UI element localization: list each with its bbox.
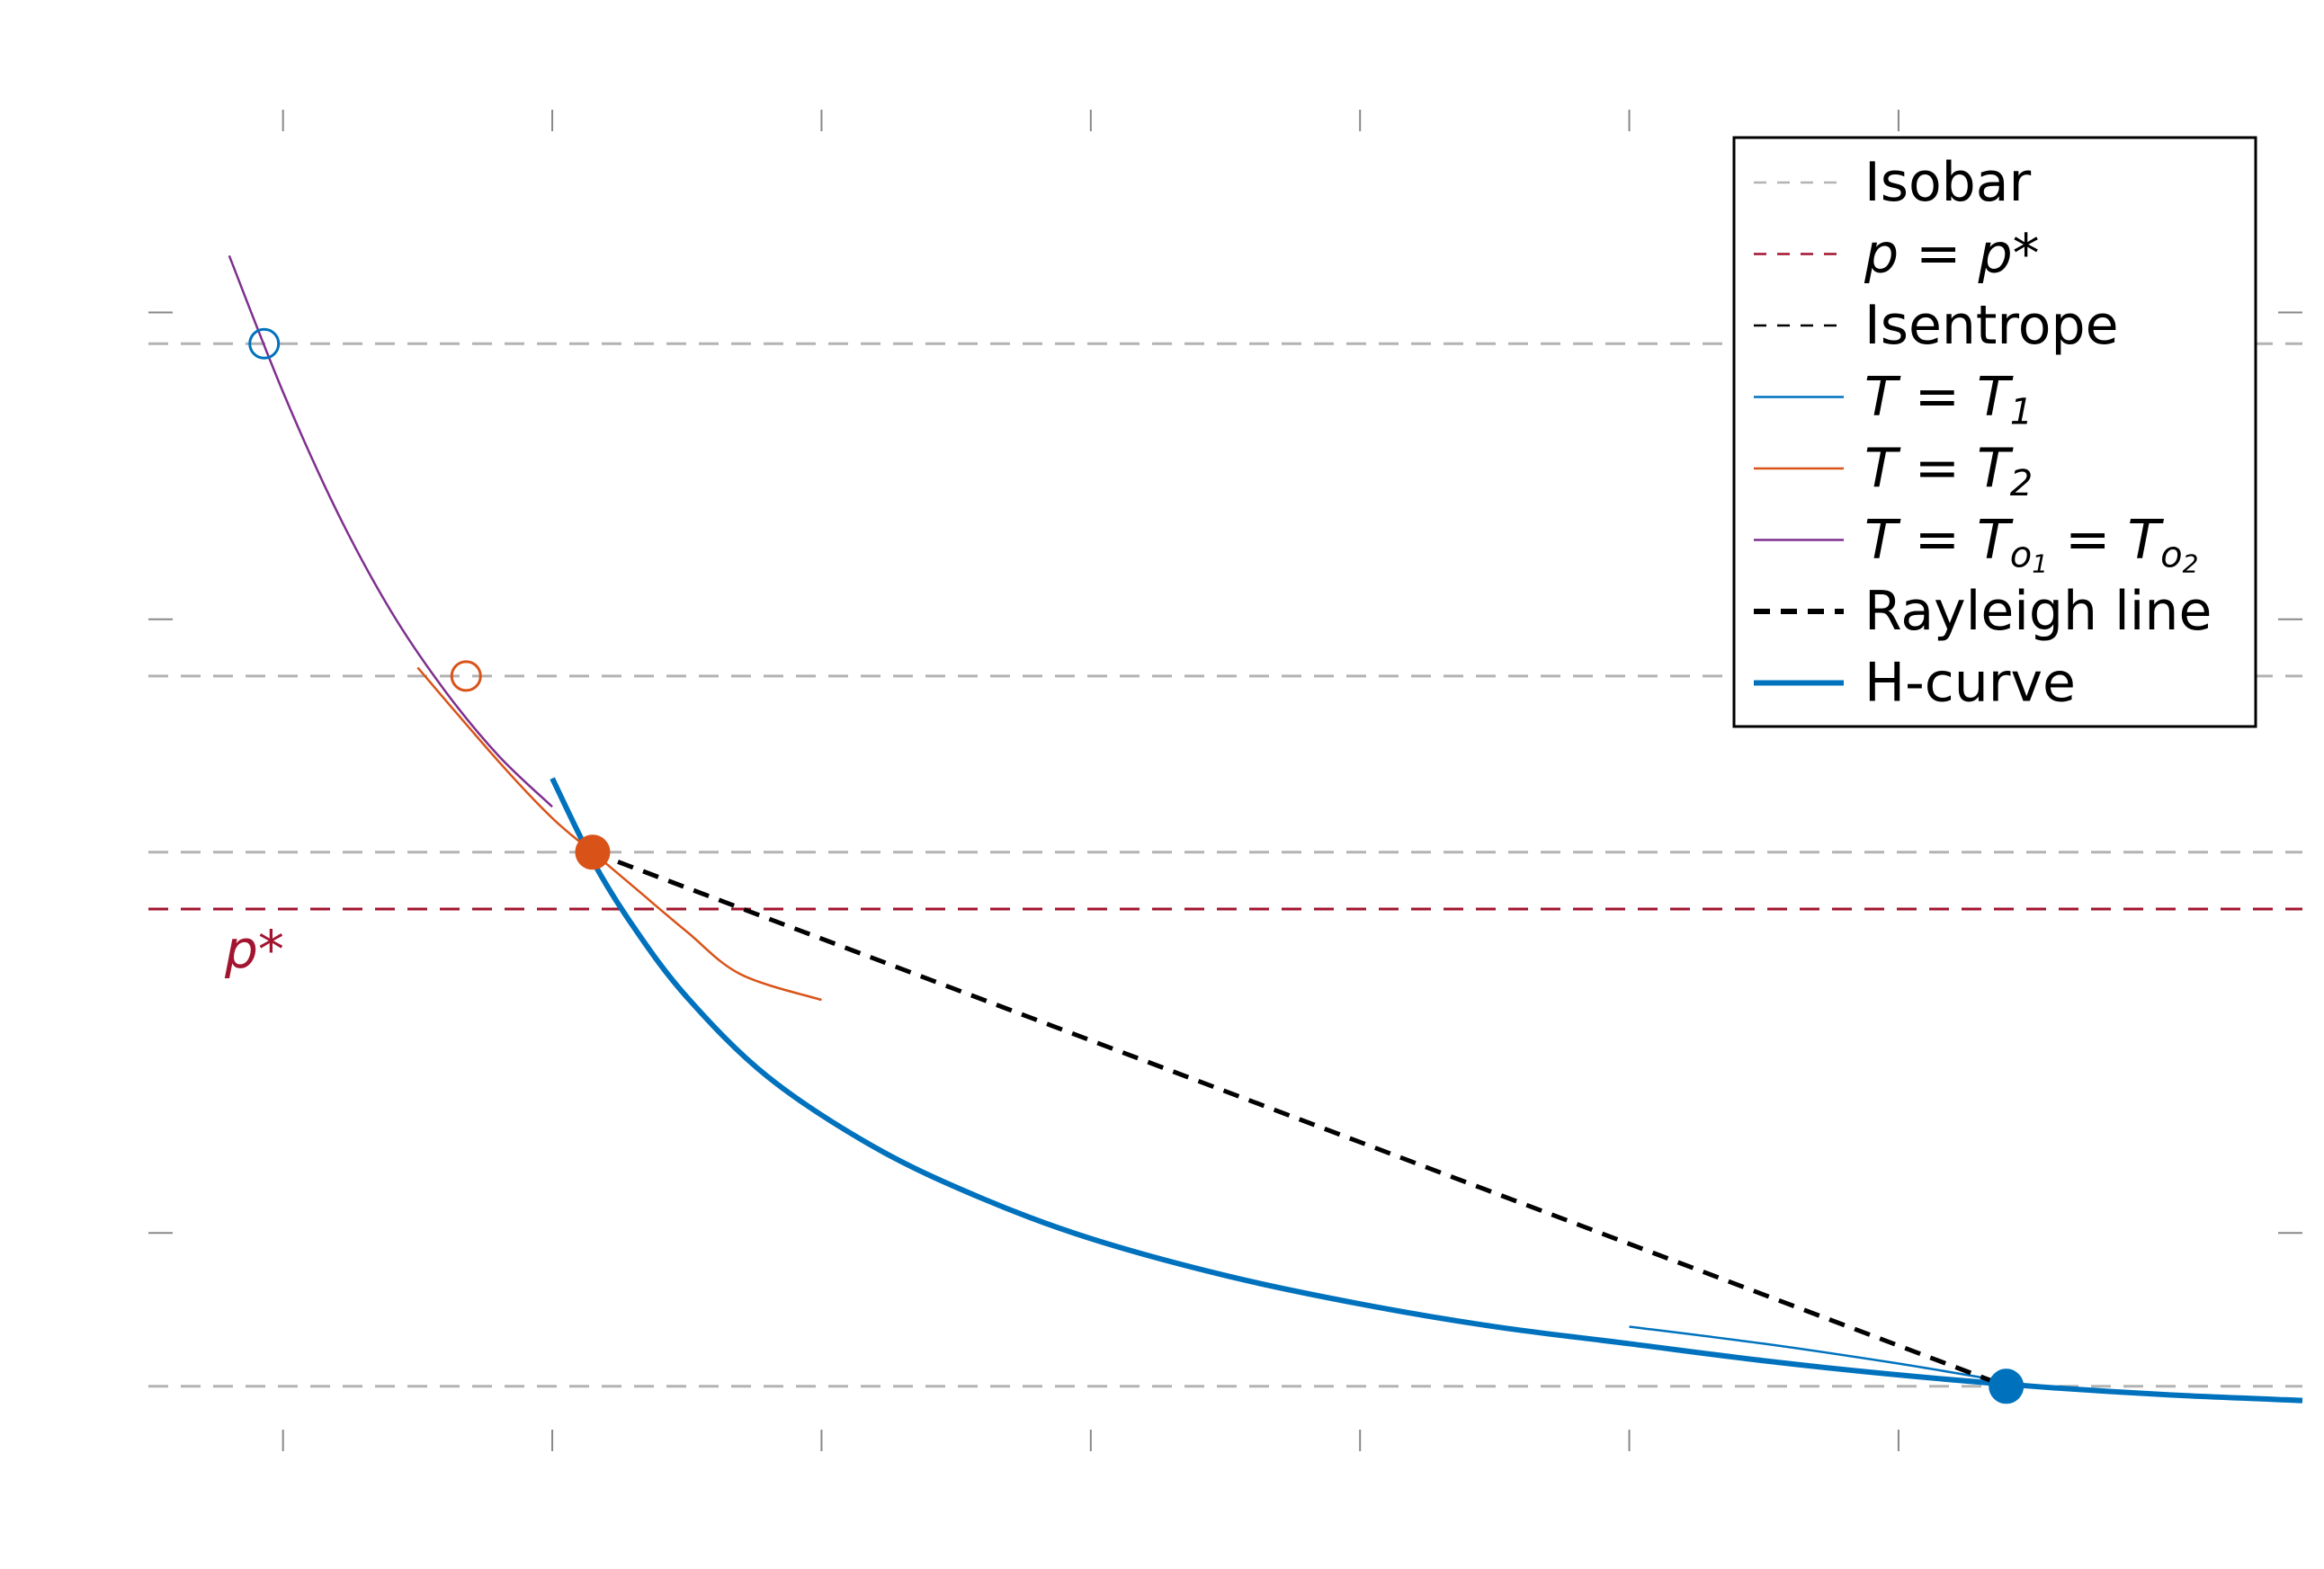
point-open-3 [450, 660, 482, 692]
legend-label-isentrope: Isentrope [1864, 294, 2118, 357]
point-open-2 [248, 327, 281, 360]
legend-label-hcurve: H-curve [1864, 652, 2076, 715]
series-hcurve [550, 777, 2303, 1404]
axis-ticks [148, 110, 2302, 1451]
series-t1 [1629, 1325, 2033, 1388]
legend-label-t2: T = T2 [1864, 437, 2033, 504]
pstar-label: p* [224, 919, 284, 980]
series-to [228, 254, 553, 808]
legend-box [1732, 136, 2257, 728]
series-lines [228, 254, 2303, 1404]
legend-label-to: T = To1 = To2 [1864, 509, 2198, 579]
series-rayleigh [592, 850, 2007, 1389]
legend: Isobar p = p* Isentrope T = T1T = T2T = To1… [1732, 136, 2257, 728]
markers [248, 327, 2025, 1404]
series-t2 [416, 666, 822, 1002]
legend-label-t1: T = T1 [1864, 366, 2033, 433]
point-filled-1 [1989, 1368, 2025, 1404]
legend-label-pstar: p = p* [1864, 223, 2040, 286]
point-filled-0 [575, 834, 611, 870]
legend-label-rayleigh: Rayleigh line [1864, 580, 2212, 643]
legend-label-isobar: Isobar [1864, 151, 2032, 214]
